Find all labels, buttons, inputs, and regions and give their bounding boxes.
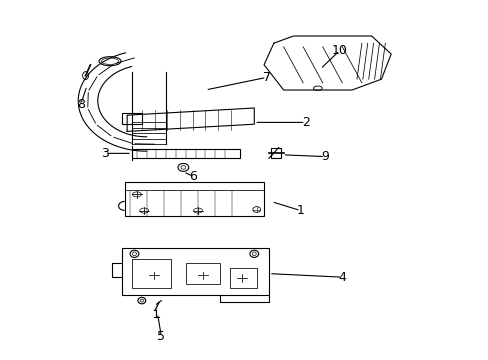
Text: 10: 10	[331, 44, 347, 57]
Text: 4: 4	[338, 271, 346, 284]
Bar	[185, 263, 220, 284]
Bar	[122, 113, 142, 124]
Text: 9: 9	[321, 150, 328, 163]
Text: 1: 1	[296, 204, 304, 217]
Text: 7: 7	[262, 71, 270, 84]
Text: 6: 6	[189, 170, 197, 183]
Bar	[271, 148, 281, 158]
Text: 5: 5	[157, 330, 165, 343]
Bar	[132, 149, 239, 158]
Bar	[122, 248, 268, 295]
Text: 2: 2	[301, 116, 309, 129]
Bar	[132, 259, 171, 288]
Text: 8: 8	[77, 98, 84, 111]
Bar	[229, 268, 256, 288]
Text: 3: 3	[101, 147, 109, 160]
Bar	[124, 182, 264, 216]
